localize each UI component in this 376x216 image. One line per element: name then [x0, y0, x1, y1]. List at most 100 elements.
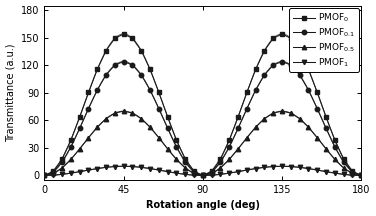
PMOF$_{\mathregular{0.1}}$: [341, 161, 346, 164]
PMOF$_{\mathregular{1}}$: [77, 170, 82, 173]
PMOF$_{\mathregular{0.1}}$: [86, 107, 91, 110]
PMOF$_{\mathregular{0.5}}$: [174, 158, 179, 161]
PMOF$_{\mathregular{0.1}}$: [51, 171, 56, 173]
PMOF$_{\mathregular{0.1}}$: [148, 89, 152, 91]
PMOF$_{\mathregular{1}}$: [148, 167, 152, 170]
PMOF$_{\mathregular{1}}$: [218, 173, 223, 176]
PMOF$_{\mathregular{0}}$: [280, 33, 284, 35]
PMOF$_{\mathregular{1}}$: [139, 166, 144, 169]
PMOF$_{\mathregular{0.5}}$: [77, 148, 82, 150]
PMOF$_{\mathregular{0.5}}$: [315, 137, 320, 139]
PMOF$_{\mathregular{0.5}}$: [113, 112, 117, 114]
PMOF$_{\mathregular{1}}$: [245, 169, 249, 171]
PMOF$_{\mathregular{0.1}}$: [95, 89, 100, 91]
PMOF$_{\mathregular{1}}$: [359, 174, 364, 177]
PMOF$_{\mathregular{0.5}}$: [333, 158, 337, 161]
PMOF$_{\mathregular{1}}$: [183, 173, 188, 176]
PMOF$_{\mathregular{0.1}}$: [165, 127, 170, 130]
PMOF$_{\mathregular{0.1}}$: [209, 171, 214, 173]
PMOF$_{\mathregular{1}}$: [95, 167, 100, 170]
Line: PMOF$_{\mathregular{0}}$: PMOF$_{\mathregular{0}}$: [42, 32, 364, 178]
PMOF$_{\mathregular{1}}$: [157, 169, 161, 171]
PMOF$_{\mathregular{0.1}}$: [306, 89, 311, 91]
PMOF$_{\mathregular{0}}$: [174, 139, 179, 141]
PMOF$_{\mathregular{0.5}}$: [60, 167, 64, 169]
PMOF$_{\mathregular{0}}$: [245, 91, 249, 94]
PMOF$_{\mathregular{0.5}}$: [51, 172, 56, 175]
PMOF$_{\mathregular{0.5}}$: [201, 174, 205, 177]
PMOF$_{\mathregular{0.5}}$: [271, 112, 276, 114]
PMOF$_{\mathregular{0}}$: [121, 33, 126, 35]
PMOF$_{\mathregular{0}}$: [68, 139, 73, 141]
PMOF$_{\mathregular{0}}$: [60, 158, 64, 160]
PMOF$_{\mathregular{0}}$: [77, 116, 82, 118]
PMOF$_{\mathregular{0.1}}$: [68, 146, 73, 148]
Line: PMOF$_{\mathregular{0.5}}$: PMOF$_{\mathregular{0.5}}$: [42, 109, 364, 178]
PMOF$_{\mathregular{0.5}}$: [227, 158, 232, 161]
PMOF$_{\mathregular{0.5}}$: [306, 126, 311, 129]
PMOF$_{\mathregular{0}}$: [183, 158, 188, 160]
Line: PMOF$_{\mathregular{1}}$: PMOF$_{\mathregular{1}}$: [42, 164, 364, 178]
PMOF$_{\mathregular{0.1}}$: [297, 74, 302, 76]
PMOF$_{\mathregular{0.5}}$: [253, 126, 258, 129]
PMOF$_{\mathregular{0.1}}$: [77, 127, 82, 130]
PMOF$_{\mathregular{0.5}}$: [236, 148, 240, 150]
PMOF$_{\mathregular{0}}$: [271, 37, 276, 40]
PMOF$_{\mathregular{0.1}}$: [130, 64, 135, 66]
PMOF$_{\mathregular{0}}$: [51, 170, 56, 172]
PMOF$_{\mathregular{0.1}}$: [359, 174, 364, 177]
PMOF$_{\mathregular{0.5}}$: [341, 167, 346, 169]
PMOF$_{\mathregular{1}}$: [60, 173, 64, 176]
PMOF$_{\mathregular{1}}$: [315, 169, 320, 171]
PMOF$_{\mathregular{0}}$: [324, 116, 328, 118]
PMOF$_{\mathregular{1}}$: [68, 172, 73, 175]
Line: PMOF$_{\mathregular{0.1}}$: PMOF$_{\mathregular{0.1}}$: [42, 59, 364, 178]
PMOF$_{\mathregular{0.1}}$: [42, 174, 47, 177]
PMOF$_{\mathregular{0.5}}$: [262, 117, 267, 120]
PMOF$_{\mathregular{0.5}}$: [130, 112, 135, 114]
PMOF$_{\mathregular{1}}$: [86, 169, 91, 171]
PMOF$_{\mathregular{1}}$: [42, 174, 47, 177]
PMOF$_{\mathregular{0.5}}$: [86, 137, 91, 139]
PMOF$_{\mathregular{0.1}}$: [157, 107, 161, 110]
PMOF$_{\mathregular{0.5}}$: [183, 167, 188, 169]
PMOF$_{\mathregular{0}}$: [350, 170, 355, 172]
PMOF$_{\mathregular{0.5}}$: [121, 110, 126, 113]
PMOF$_{\mathregular{0}}$: [113, 37, 117, 40]
PMOF$_{\mathregular{0}}$: [262, 49, 267, 52]
PMOF$_{\mathregular{0}}$: [130, 37, 135, 40]
PMOF$_{\mathregular{0.1}}$: [245, 107, 249, 110]
PMOF$_{\mathregular{0}}$: [253, 68, 258, 71]
PMOF$_{\mathregular{1}}$: [192, 174, 196, 176]
X-axis label: Rotation angle (deg): Rotation angle (deg): [146, 200, 260, 210]
PMOF$_{\mathregular{1}}$: [333, 172, 337, 175]
PMOF$_{\mathregular{0}}$: [359, 174, 364, 177]
PMOF$_{\mathregular{0.5}}$: [148, 126, 152, 129]
PMOF$_{\mathregular{0.5}}$: [42, 174, 47, 177]
PMOF$_{\mathregular{0.5}}$: [95, 126, 100, 129]
PMOF$_{\mathregular{0.1}}$: [60, 161, 64, 164]
PMOF$_{\mathregular{0}}$: [104, 49, 108, 52]
PMOF$_{\mathregular{0.5}}$: [165, 148, 170, 150]
PMOF$_{\mathregular{0.5}}$: [68, 158, 73, 161]
PMOF$_{\mathregular{0}}$: [95, 68, 100, 71]
PMOF$_{\mathregular{0}}$: [86, 91, 91, 94]
PMOF$_{\mathregular{0.1}}$: [324, 127, 328, 130]
PMOF$_{\mathregular{0.5}}$: [289, 112, 293, 114]
PMOF$_{\mathregular{0.1}}$: [280, 60, 284, 63]
PMOF$_{\mathregular{0}}$: [333, 139, 337, 141]
PMOF$_{\mathregular{0.1}}$: [333, 146, 337, 148]
PMOF$_{\mathregular{1}}$: [324, 170, 328, 173]
PMOF$_{\mathregular{1}}$: [51, 174, 56, 176]
PMOF$_{\mathregular{1}}$: [113, 165, 117, 168]
PMOF$_{\mathregular{0}}$: [165, 116, 170, 118]
PMOF$_{\mathregular{0}}$: [297, 49, 302, 52]
PMOF$_{\mathregular{0.1}}$: [113, 64, 117, 66]
PMOF$_{\mathregular{0.1}}$: [350, 171, 355, 173]
PMOF$_{\mathregular{0.1}}$: [227, 146, 232, 148]
PMOF$_{\mathregular{1}}$: [271, 165, 276, 168]
PMOF$_{\mathregular{0}}$: [341, 158, 346, 160]
PMOF$_{\mathregular{0.5}}$: [245, 137, 249, 139]
PMOF$_{\mathregular{0.1}}$: [183, 161, 188, 164]
PMOF$_{\mathregular{1}}$: [341, 173, 346, 176]
